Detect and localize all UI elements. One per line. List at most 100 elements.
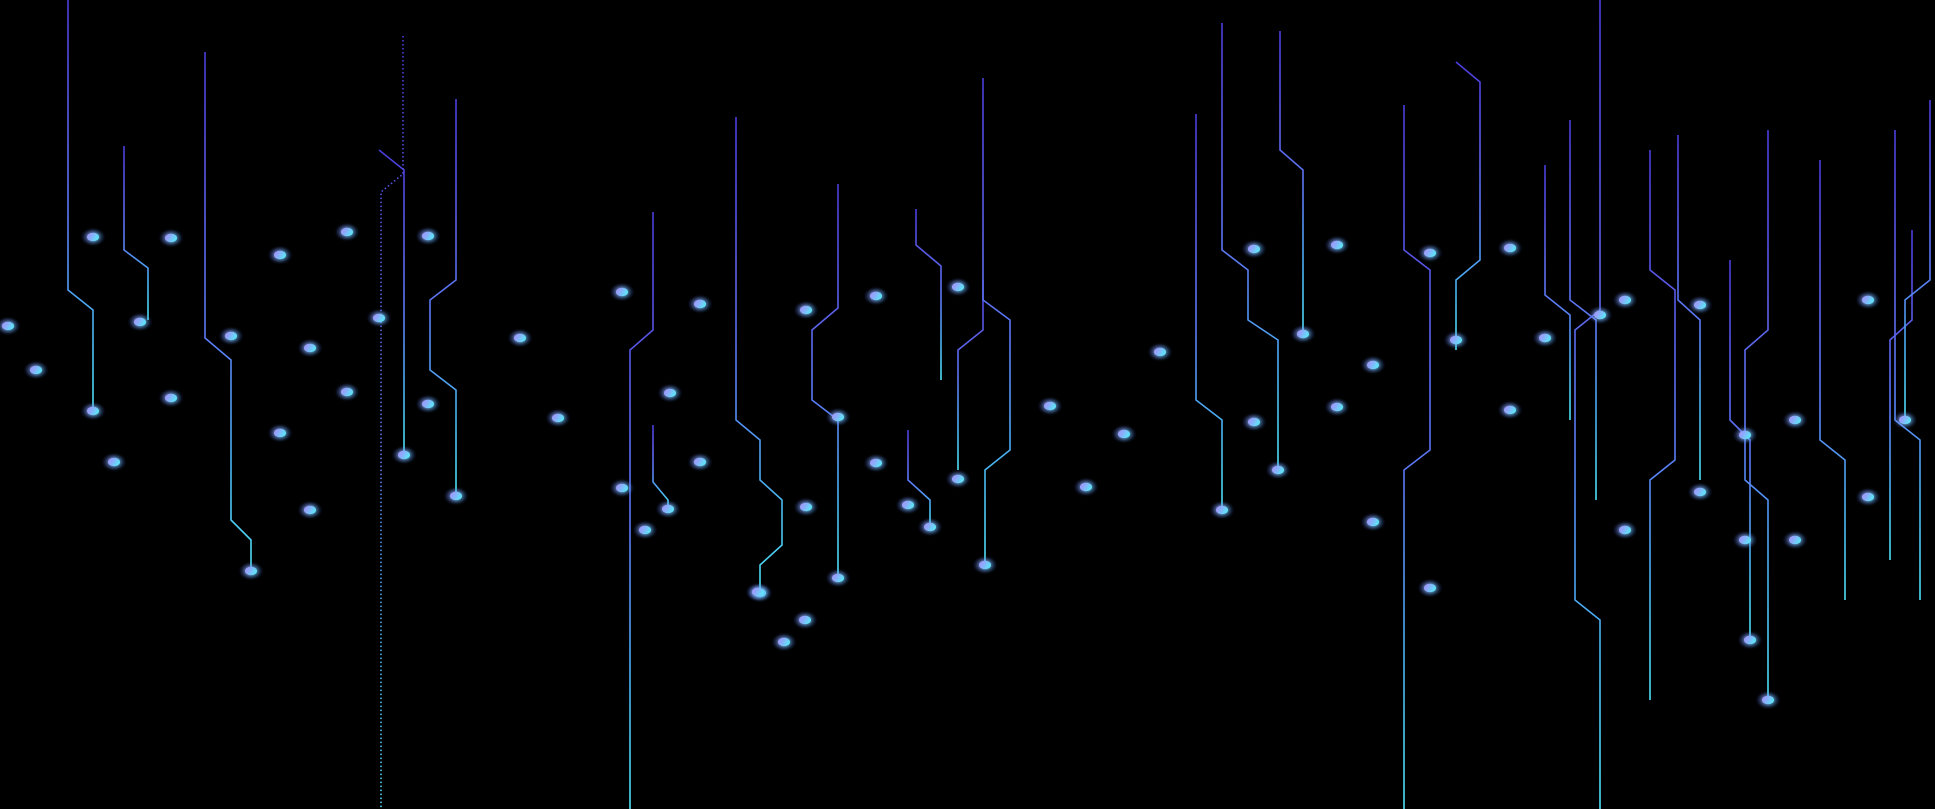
circuit-node-dot	[952, 282, 964, 292]
circuit-node-dot	[514, 333, 526, 343]
circuit-node-dot	[1789, 535, 1801, 545]
circuit-trace	[1744, 130, 1769, 700]
circuit-node-dot	[799, 615, 811, 625]
circuit-trace	[1195, 114, 1223, 510]
circuit-node-dot	[1297, 329, 1309, 339]
circuit-node-dot	[304, 343, 316, 353]
circuit-node-dot	[1367, 360, 1379, 370]
circuit-trace	[1544, 165, 1571, 420]
circuit-node-dot	[616, 483, 628, 493]
circuit-node-dot	[664, 388, 676, 398]
circuit-node-dot	[422, 231, 434, 241]
circuit-trace	[1649, 150, 1676, 700]
circuit-node-dot	[1331, 240, 1343, 250]
circuit-trace	[429, 99, 457, 496]
circuit-node-dot	[832, 412, 844, 422]
circuit-node-dot	[952, 474, 964, 484]
circuit-node-dot	[639, 525, 651, 535]
circuit-trace	[380, 36, 404, 809]
circuit-node-dot	[662, 504, 674, 514]
circuit-node-dot	[902, 500, 914, 510]
circuit-node-dot	[1744, 635, 1756, 645]
circuit-node-dot	[870, 291, 882, 301]
circuit-node-dot	[870, 458, 882, 468]
circuit-trace	[123, 146, 149, 320]
circuit-trace	[907, 430, 931, 527]
traces-layer	[7, 0, 1931, 809]
circuit-node-dot	[1424, 248, 1436, 258]
circuit-node-dot	[1216, 505, 1228, 515]
circuit-trace	[915, 209, 942, 380]
circuit-trace	[1574, 0, 1601, 809]
circuit-trace	[67, 0, 94, 411]
circuit-node-dot	[1424, 583, 1436, 593]
circuit-trace	[811, 184, 839, 578]
circuit-node-dot	[1248, 244, 1260, 254]
circuit-node-dot	[616, 287, 628, 297]
circuit-node-dot	[30, 365, 42, 375]
circuit-node-dot	[800, 305, 812, 315]
circuit-node-dot	[778, 637, 790, 647]
circuit-node-dot	[1739, 430, 1751, 440]
circuit-trace	[204, 52, 252, 571]
circuit-node-dot	[1118, 429, 1130, 439]
circuit-node-dot	[1367, 517, 1379, 527]
circuit-trace	[1455, 61, 1481, 350]
circuit-node-dot	[1694, 487, 1706, 497]
circuit-trace	[982, 78, 1011, 565]
circuit-node-dot	[752, 587, 764, 597]
circuit-node-dot	[165, 393, 177, 403]
nodes-layer	[0, 223, 1918, 709]
circuit-node-dot	[1862, 492, 1874, 502]
circuit-trace	[378, 149, 405, 455]
circuit-node-dot	[134, 317, 146, 327]
circuit-node-dot	[1694, 300, 1706, 310]
circuit-trace	[1889, 230, 1913, 560]
circuit-node-dot	[924, 522, 936, 532]
circuit-trace	[1279, 31, 1304, 334]
circuit-trace	[735, 117, 783, 593]
circuit-node-dot	[1594, 310, 1606, 320]
circuit-node-dot	[274, 428, 286, 438]
circuit-node-dot	[1450, 335, 1462, 345]
circuit-node-dot	[1044, 401, 1056, 411]
circuit-node-dot	[1331, 402, 1343, 412]
circuit-node-dot	[1899, 415, 1911, 425]
circuit-node-dot	[165, 233, 177, 243]
circuit-node-dot	[1154, 347, 1166, 357]
circuit-node-dot	[694, 299, 706, 309]
circuit-node-dot	[1619, 295, 1631, 305]
circuit-node-dot	[341, 227, 353, 237]
circuit-trace	[1904, 100, 1931, 420]
circuit-node-dot	[1739, 535, 1751, 545]
circuit-trace	[1819, 160, 1846, 600]
circuit-node-dot	[1272, 465, 1284, 475]
circuit-node-dot	[87, 406, 99, 416]
circuit-node-dot	[832, 573, 844, 583]
circuit-trace	[629, 212, 654, 809]
circuit-node-dot	[398, 450, 410, 460]
circuit-node-dot	[274, 250, 286, 260]
circuit-node-dot	[225, 331, 237, 341]
circuit-node-dot	[108, 457, 120, 467]
circuit-node-dot	[1762, 695, 1774, 705]
circuit-node-dot	[1248, 417, 1260, 427]
circuit-node-dot	[1539, 333, 1551, 343]
circuit-node-dot	[552, 413, 564, 423]
circuit-node-dot	[341, 387, 353, 397]
circuit-node-dot	[422, 399, 434, 409]
circuit-trace	[1569, 120, 1597, 500]
circuit-node-dot	[694, 457, 706, 467]
circuit-node-dot	[87, 232, 99, 242]
circuit-node-dot	[979, 560, 991, 570]
circuit-trace	[957, 280, 984, 470]
circuit-node-dot	[304, 505, 316, 515]
circuit-node-dot	[373, 313, 385, 323]
circuit-node-dot	[1504, 405, 1516, 415]
circuit-node-dot	[1619, 525, 1631, 535]
circuit-node-dot	[245, 566, 257, 576]
circuit-node-dot	[450, 491, 462, 501]
